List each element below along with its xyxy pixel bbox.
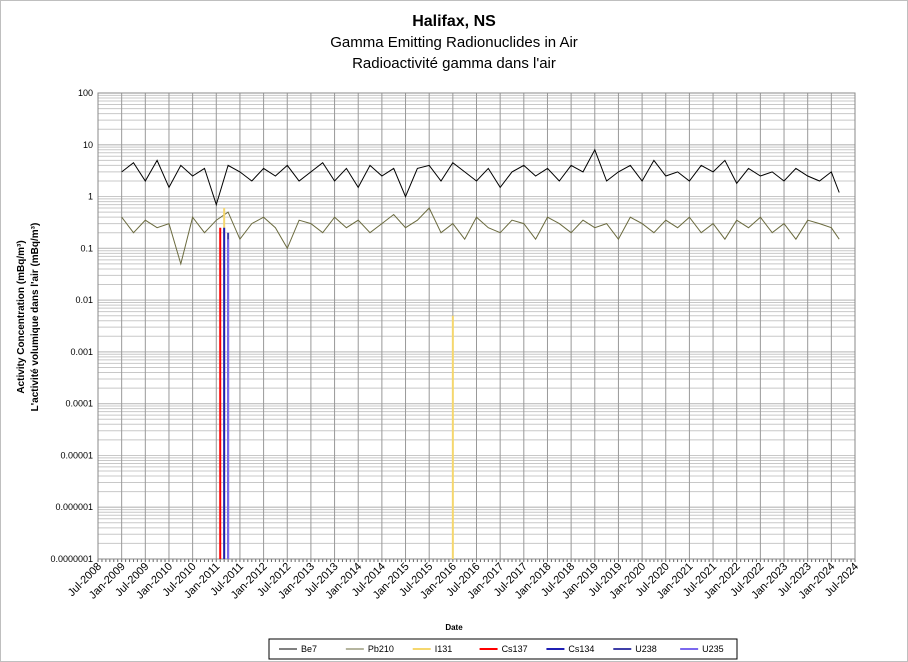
legend-label-u235: U235 — [702, 644, 724, 654]
legend-box — [268, 638, 738, 660]
y-tick-label: 100 — [78, 88, 93, 98]
x-axis-ticks: Jul-2008Jan-2009Jul-2009Jan-2010Jul-2010… — [66, 561, 861, 602]
chart-subtitle-fr: Radioactivité gamma dans l'air — [352, 55, 556, 72]
y-tick-label: 0.001 — [70, 347, 93, 357]
y-tick-label: 0.0001 — [65, 399, 93, 409]
legend-label-i131: I131 — [435, 644, 453, 654]
y-axis-label-group: Activity Concentration (mBq/m³) L'activi… — [16, 223, 41, 412]
y-tick-label: 0.0000001 — [50, 554, 93, 564]
legend-label-be7: Be7 — [301, 644, 317, 654]
legend-label-pb210: Pb210 — [368, 644, 394, 654]
series-line-pb210 — [121, 207, 840, 266]
y-tick-label: 1 — [88, 192, 93, 202]
y-tick-label: 0.01 — [75, 295, 93, 305]
series-layer — [121, 148, 840, 559]
chart-title: Halifax, NS — [412, 13, 496, 30]
grid-lines — [97, 92, 856, 562]
y-axis-ticks: 100 10 1 0.1 0.01 0.001 0.0001 0.00001 0.000001 0… — [50, 88, 93, 564]
legend-label-cs137: Cs137 — [502, 644, 528, 654]
legend-label-u238: U238 — [635, 644, 657, 654]
y-tick-label: 0.1 — [80, 243, 93, 253]
y-tick-label: 10 — [83, 140, 93, 150]
legend: Be7 Pb210 I131 Cs137 Cs134 U238 U235 — [268, 638, 738, 660]
chart-subtitle: Gamma Emitting Radionuclides in Air — [330, 34, 578, 51]
y-tick-label: 0.00001 — [60, 450, 93, 460]
y-axis-label-fr: L'activité volumique dans l'air (mBq/m³) — [30, 223, 41, 412]
legend-label-cs134: Cs134 — [568, 644, 594, 654]
y-tick-label: 0.000001 — [55, 502, 93, 512]
y-axis-label: Activity Concentration (mBq/m³) — [16, 240, 27, 393]
series-line-be7 — [121, 148, 840, 207]
plot-area — [97, 92, 856, 560]
x-axis-label: Date — [445, 623, 463, 632]
